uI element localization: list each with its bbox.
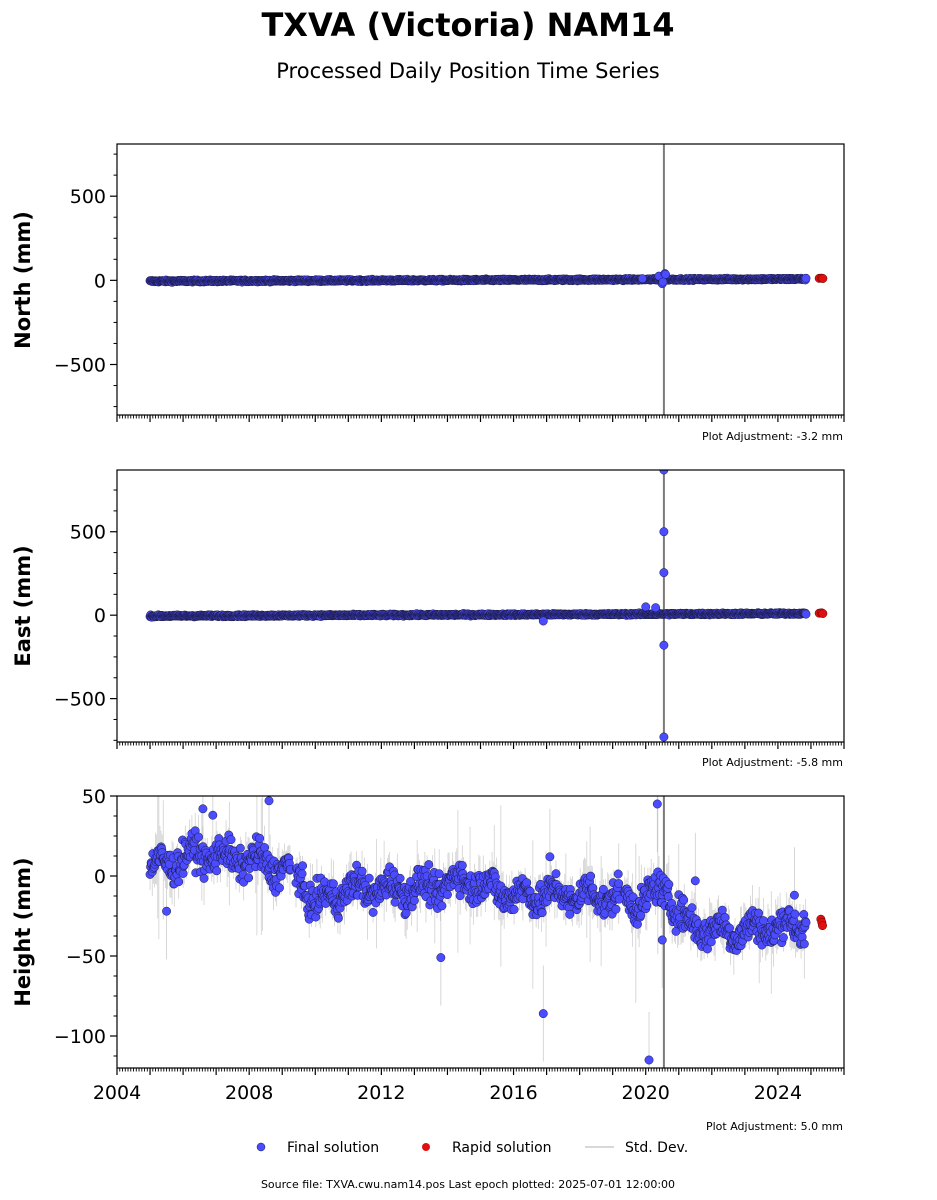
final-solution-point: [255, 833, 265, 843]
rapid-solution-point: [818, 609, 828, 618]
final-solution-point: [178, 869, 188, 878]
y-tick-label: 500: [70, 522, 106, 544]
final-solution-point: [801, 609, 811, 619]
final-solution-point: [801, 273, 811, 283]
final-solution-point: [199, 873, 209, 883]
final-solution-point: [641, 602, 651, 612]
y-tick-label: −500: [54, 355, 106, 377]
final-solution-point: [637, 274, 647, 284]
final-solution-point: [226, 835, 236, 845]
y-tick-label: 0: [94, 605, 106, 627]
plot-area: [145, 796, 827, 1068]
east-panel: −500 0 500: [54, 469, 845, 749]
final-solution-point: [651, 603, 661, 613]
final-solution-point: [659, 527, 669, 537]
final-solution-point: [194, 832, 203, 842]
final-solution-point: [658, 277, 668, 287]
plot-area: [145, 470, 828, 742]
y-tick-label: 500: [70, 186, 106, 208]
final-solution-point: [659, 732, 669, 742]
final-solution-point: [244, 873, 254, 883]
north-panel: −500 0 500: [54, 143, 845, 422]
chart-title: TXVA (Victoria) NAM14: [261, 6, 674, 44]
final-solution-point: [661, 270, 671, 279]
y-tick-label: 0: [94, 270, 106, 292]
axes-frame: [116, 469, 845, 743]
y-tick-label: −500: [54, 689, 106, 711]
final-solution-point: [235, 843, 245, 853]
final-solution-point: [174, 877, 184, 887]
final-solution-point: [659, 568, 669, 578]
plot-area: [145, 144, 828, 415]
chart-subtitle: Processed Daily Position Time Series: [276, 59, 660, 83]
rapid-solution-point: [818, 274, 828, 283]
final-solution-point: [659, 470, 669, 475]
final-solution-point: [538, 616, 548, 626]
final-solution-point: [212, 866, 222, 876]
final-solution-point: [659, 640, 669, 650]
